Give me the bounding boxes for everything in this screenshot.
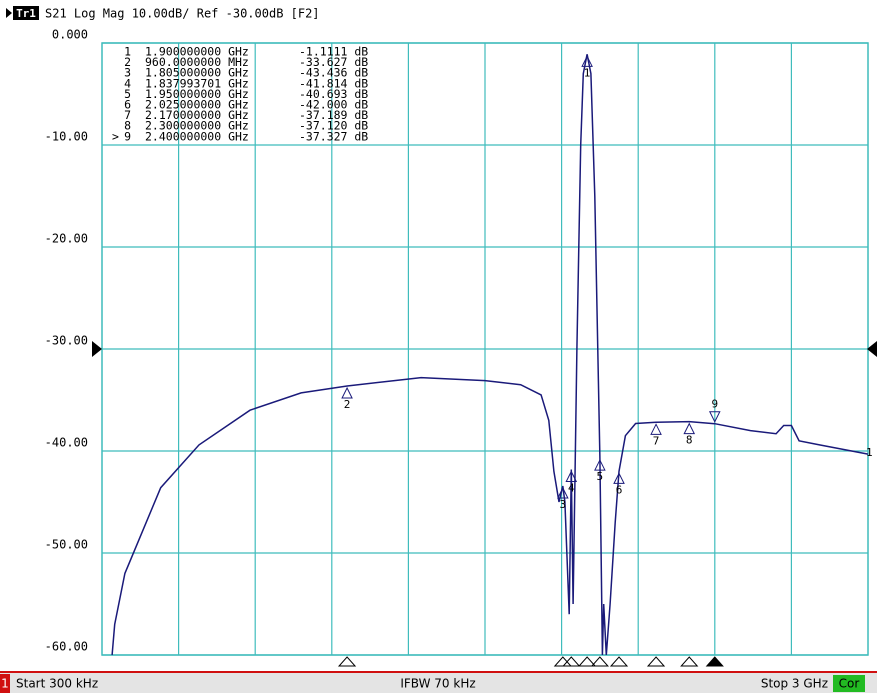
marker-triangle (557, 486, 569, 499)
marker-triangle (613, 472, 625, 484)
marker-axis-triangle (590, 656, 609, 667)
marker-id: 9 (124, 129, 131, 143)
channel-badge (0, 674, 10, 693)
marker-triangle (341, 386, 353, 399)
marker-id: 2 (124, 55, 131, 69)
trace-arrow (6, 8, 12, 18)
marker-frequency: 1.837993701 GHz (145, 76, 249, 90)
marker-axis-triangle (562, 656, 581, 667)
marker-id: 3 (124, 66, 131, 80)
marker-triangle (581, 55, 593, 67)
status-bar (0, 672, 877, 693)
marker-id: 4 (124, 76, 131, 90)
marker-prefix: > (112, 129, 119, 143)
ref-arrow-left (92, 341, 102, 357)
trace (111, 54, 869, 656)
marker-number: 1 (584, 66, 591, 79)
marker-value: -37.327 dB (299, 129, 368, 143)
stop-label: Stop 3 GHz (761, 677, 828, 691)
marker-triangle (650, 423, 662, 435)
trace-end-label: 1 (866, 446, 873, 459)
marker-frequency: 1.900000000 GHz (145, 45, 249, 59)
marker-triangle (594, 458, 606, 471)
marker-value: -37.189 dB (299, 108, 368, 122)
marker-axis-triangle (705, 656, 724, 667)
marker-axis-triangle (680, 656, 699, 667)
marker-number: 7 (653, 434, 660, 447)
y-tick-label: -50.00 (45, 538, 88, 552)
y-tick-label: 0.000 (52, 28, 88, 42)
marker-number: 4 (568, 482, 575, 495)
marker-frequency: 2.400000000 GHz (145, 129, 249, 143)
marker-frequency: 2.025000000 GHz (145, 98, 249, 112)
marker-axis-triangle (609, 656, 629, 667)
marker-id: 6 (124, 98, 131, 112)
marker-number: 2 (344, 398, 351, 411)
marker-value: -43.436 dB (299, 66, 368, 80)
marker-number: 6 (616, 483, 623, 496)
marker-number: 3 (560, 498, 567, 511)
y-tick-label: -30.00 (45, 334, 88, 348)
y-tick-label: -10.00 (45, 130, 88, 144)
chart-title: S21 Log Mag 10.00dB/ Ref -30.00dB [F2] (45, 7, 320, 21)
marker-number: 9 (711, 398, 718, 411)
marker-frequency: 1.805000000 GHz (145, 66, 249, 80)
marker-triangle (708, 411, 721, 423)
marker-value: -41.814 dB (299, 76, 368, 90)
cor-badge (833, 675, 865, 692)
start-label: Start 300 kHz (16, 677, 98, 691)
marker-axis-triangle (577, 656, 597, 667)
ifbw-label: IFBW 70 kHz (400, 677, 475, 691)
marker-axis-triangle (646, 656, 666, 667)
y-tick-label: -20.00 (45, 232, 88, 246)
ref-arrow-right (867, 341, 877, 357)
trace-badge (13, 6, 39, 20)
y-tick-label: -40.00 (45, 436, 88, 450)
marker-number: 8 (686, 434, 693, 447)
marker-frequency: 960.0000000 MHz (145, 55, 249, 69)
marker-number: 5 (597, 470, 604, 483)
marker-axis-triangle (337, 656, 357, 667)
y-tick-label: -60.00 (45, 640, 88, 654)
marker-id: 1 (124, 45, 131, 59)
marker-frequency: 2.170000000 GHz (145, 108, 249, 122)
marker-id: 7 (124, 108, 131, 122)
marker-value: -40.693 dB (299, 87, 368, 101)
trace-label: Tr1 (16, 7, 36, 20)
marker-triangle (565, 470, 578, 483)
marker-value: -42.000 dB (299, 98, 368, 112)
marker-value: -37.120 dB (299, 119, 368, 133)
marker-frequency: 2.300000000 GHz (145, 119, 249, 133)
marker-value: -33.627 dB (299, 55, 368, 69)
channel-label: 1 (1, 677, 9, 691)
marker-id: 5 (124, 87, 131, 101)
marker-triangle (683, 422, 696, 435)
cor-label: Cor (839, 677, 860, 691)
marker-id: 8 (124, 119, 131, 133)
marker-frequency: 1.950000000 GHz (145, 87, 249, 101)
marker-value: -1.1111 dB (299, 45, 368, 59)
